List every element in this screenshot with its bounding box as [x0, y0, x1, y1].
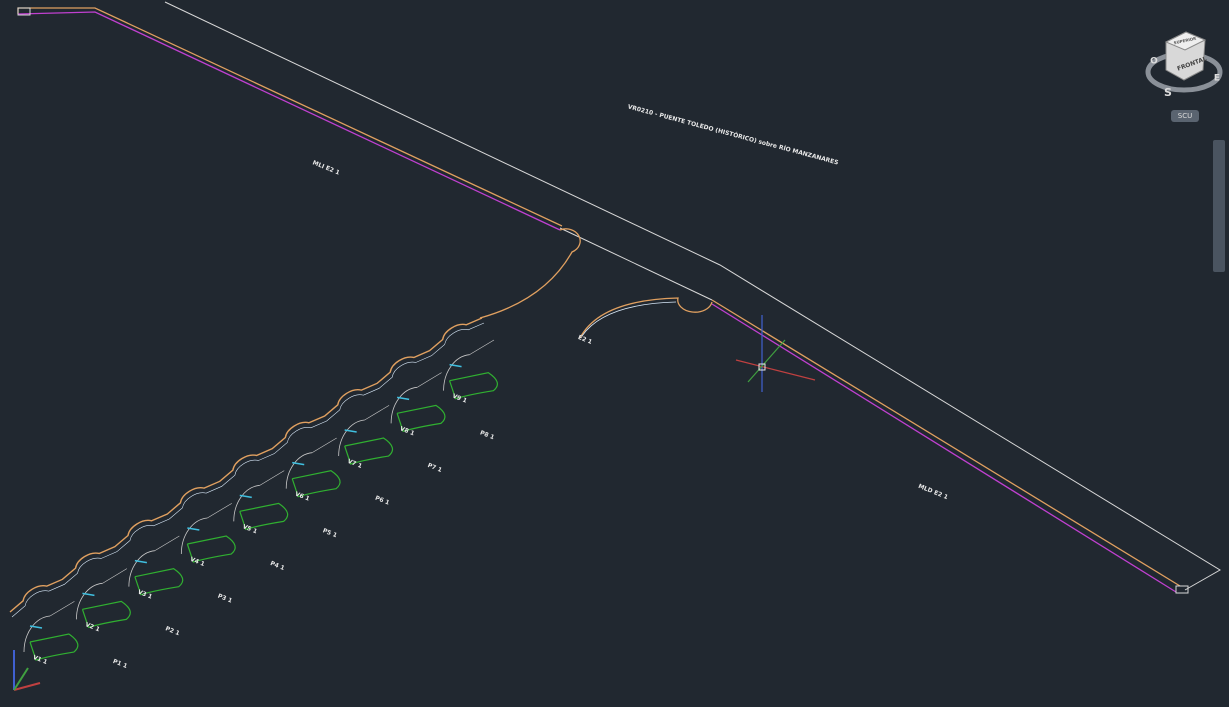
crosshair [735, 359, 816, 381]
road-edge [164, 1, 1221, 591]
axis-tick [82, 592, 95, 597]
pier-outline [291, 470, 341, 498]
abutment [581, 301, 677, 337]
arch [180, 517, 208, 555]
axis-tick [292, 461, 305, 466]
axis-tick [239, 494, 252, 499]
ucs-menu-label: SCU [1178, 112, 1192, 120]
arch [259, 470, 285, 486]
parapet-line [711, 299, 1181, 587]
axis-tick [396, 396, 410, 401]
arch [23, 615, 51, 653]
arch [102, 568, 128, 584]
bridge-profile [11, 322, 485, 618]
arch [285, 452, 313, 489]
crosshair [747, 339, 786, 383]
view-cube-label: SUPERIOR [1173, 36, 1196, 46]
arch [207, 503, 232, 519]
arch [154, 535, 180, 551]
axis-tick [134, 559, 148, 564]
pier-outline [239, 502, 289, 531]
pier-outline [134, 568, 184, 596]
arch [338, 419, 365, 457]
pier-outline [448, 372, 498, 400]
arch [312, 437, 337, 453]
end-block [17, 7, 31, 16]
axis-tick [187, 527, 200, 531]
ucs-icon [13, 682, 41, 691]
compass-label: E [1214, 74, 1220, 84]
arch [76, 582, 103, 620]
view-cube-top[interactable] [1164, 31, 1207, 51]
arch [128, 550, 155, 587]
abutment-label: E2 1 [577, 334, 593, 346]
pier-outline [186, 535, 236, 563]
arch [49, 601, 75, 617]
abutment [479, 228, 581, 319]
compass-label: S [1164, 86, 1172, 99]
crosshair [758, 363, 766, 371]
pier-outline [344, 437, 394, 465]
arch [443, 354, 470, 391]
arch [364, 405, 390, 421]
bridge-profile [9, 317, 483, 613]
axis-tick [449, 363, 462, 368]
navigation-bar[interactable] [1213, 140, 1225, 272]
ucs-menu[interactable] [1171, 110, 1199, 122]
arch [233, 484, 260, 522]
arch [469, 339, 495, 355]
arch [416, 372, 442, 388]
arch [390, 386, 418, 424]
end-block [1175, 585, 1189, 594]
compass-label: O [1150, 57, 1158, 67]
axis-tick [344, 429, 357, 433]
abutment [579, 297, 713, 339]
road-edge [559, 227, 713, 301]
axis-tick [29, 625, 43, 629]
parapet-line [17, 11, 561, 231]
parapet-line [711, 303, 1177, 593]
pier-outline [81, 600, 131, 629]
pier-outline [29, 633, 79, 661]
ucs-icon [13, 667, 29, 691]
pier-outline [396, 404, 446, 433]
